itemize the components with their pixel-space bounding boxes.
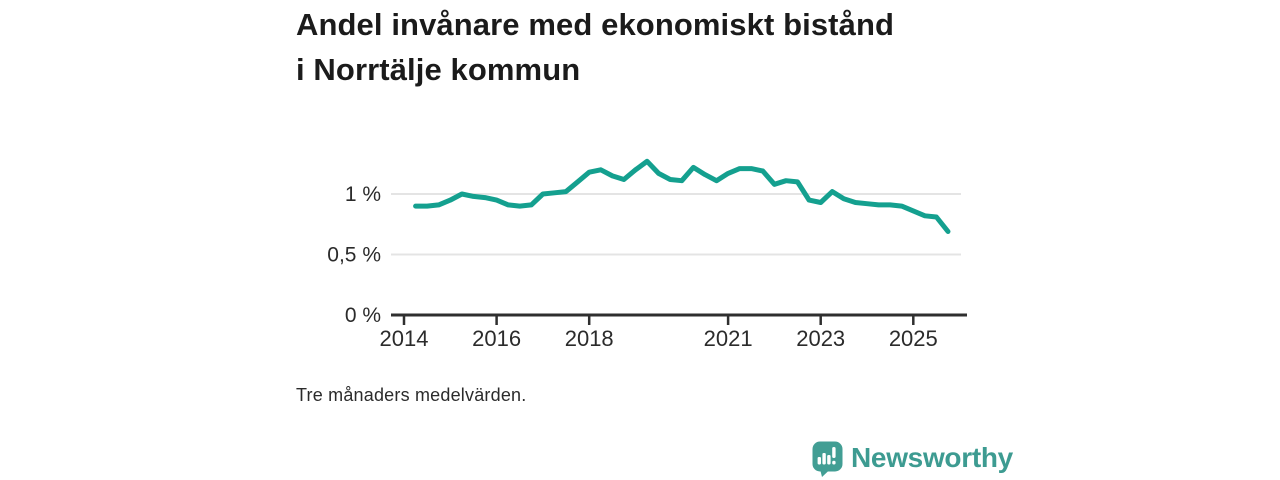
data-line bbox=[413, 158, 951, 234]
logo-bars bbox=[817, 447, 836, 465]
speech-bubble-bar-chart-icon bbox=[812, 441, 843, 477]
newsworthy-wordmark: Newsworthy bbox=[851, 442, 1013, 473]
x-axis-tick-label: 2018 bbox=[565, 326, 614, 351]
x-axis-tick-label: 2016 bbox=[472, 326, 521, 351]
chart-y-axis-labels: 0 % 0,5 % 1 % bbox=[327, 183, 381, 327]
x-axis-tick-label: 2014 bbox=[380, 326, 429, 351]
x-axis-tick-label: 2025 bbox=[889, 326, 938, 351]
logo-bubble-tail bbox=[820, 469, 831, 477]
y-axis-tick-label: 0,5 % bbox=[327, 244, 381, 267]
chart-x-axis bbox=[391, 313, 967, 325]
y-axis-tick-label: 1 % bbox=[345, 183, 381, 206]
chart-line-series bbox=[413, 158, 951, 234]
chart-svg: 0 % 0,5 % 1 % 2014 2016 2018 2021 2023 2025 bbox=[327, 158, 967, 351]
x-axis-tick-label: 2023 bbox=[796, 326, 845, 351]
chart-gridlines bbox=[391, 193, 961, 256]
x-axis-tick-label: 2021 bbox=[704, 326, 753, 351]
newsworthy-logo: Newsworthy bbox=[812, 441, 1013, 478]
chart-x-axis-labels: 2014 2016 2018 2021 2023 2025 bbox=[380, 326, 938, 351]
chart-footnote: Tre månaders medelvärden. bbox=[296, 385, 527, 405]
page-title: Andel invånare med ekonomiskt bistånd i … bbox=[296, 7, 895, 87]
y-axis-tick-label: 0 % bbox=[345, 304, 381, 327]
